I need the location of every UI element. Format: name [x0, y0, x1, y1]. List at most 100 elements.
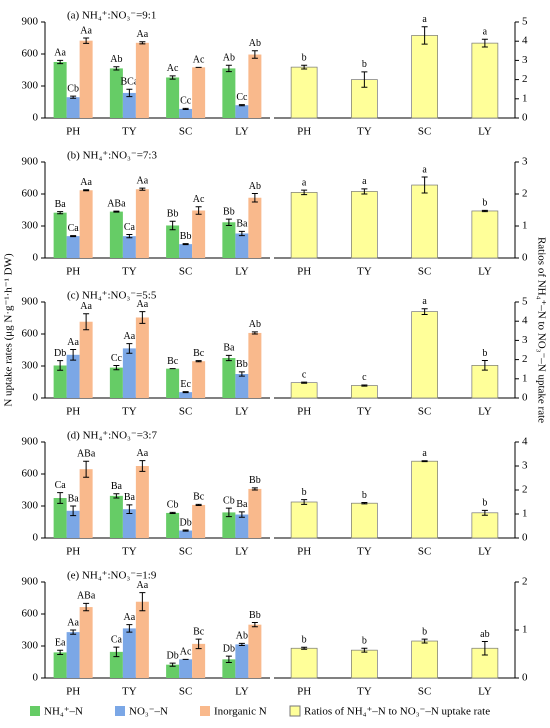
error-bar: [113, 210, 120, 213]
significance-letter: Aa: [80, 301, 92, 312]
bar: [192, 67, 206, 118]
significance-letter: Ba: [223, 343, 235, 354]
bar: [248, 624, 262, 678]
bar: [222, 512, 236, 538]
significance-letter: Aa: [137, 299, 149, 310]
bar: [122, 628, 136, 678]
bar: [411, 640, 438, 679]
bar: [222, 222, 236, 258]
error-bar: [113, 646, 120, 658]
bar: [235, 374, 249, 398]
significance-letter: b: [302, 52, 307, 63]
bar: [471, 512, 499, 539]
bar: [135, 189, 149, 258]
significance-letter: Ac: [193, 194, 205, 205]
bar: [122, 92, 136, 118]
bar: [290, 382, 318, 399]
error-bar: [139, 460, 146, 472]
significance-letter: Aa: [137, 29, 149, 40]
error-bar: [113, 66, 120, 71]
bar: [66, 632, 80, 678]
bar: [135, 601, 149, 678]
x-tick-label: SC: [418, 686, 431, 698]
x-tick-label: LY: [478, 126, 492, 138]
bar: [166, 512, 180, 538]
y2-tick-label: 4: [522, 436, 528, 448]
significance-letter: Db: [223, 643, 235, 654]
y-tick-label: 0: [33, 672, 39, 684]
error-bar: [139, 41, 146, 45]
bar: [79, 607, 93, 678]
error-bar: [139, 311, 146, 324]
bar: [109, 211, 123, 258]
significance-letter: Aa: [124, 612, 136, 623]
y2-tick-label: 1: [522, 372, 528, 384]
bar: [222, 68, 236, 118]
error-bar: [238, 104, 245, 107]
x-tick-label: LY: [235, 266, 249, 278]
significance-letter: Ab: [249, 319, 261, 330]
error-bar: [113, 364, 120, 371]
panel-title: (a) NH₄⁺:NO₃⁻=9:1: [67, 10, 156, 22]
significance-letter: Cb: [223, 495, 235, 506]
y-tick-label: 600: [22, 608, 39, 620]
y-tick-label: 0: [33, 392, 39, 404]
significance-letter: a: [483, 27, 488, 38]
bar: [248, 332, 262, 398]
significance-letter: Aa: [137, 580, 149, 591]
y-tick-label: 900: [22, 436, 39, 448]
bar: [122, 236, 136, 258]
error-bar: [70, 629, 77, 635]
error-bar: [169, 75, 176, 80]
error-bar: [238, 642, 245, 646]
error-bar: [361, 647, 368, 653]
error-bar: [57, 492, 64, 504]
y2-tick-label: 0: [522, 392, 528, 404]
significance-letter: Bc: [193, 626, 205, 637]
x-tick-label: LY: [478, 266, 492, 278]
bar: [166, 368, 180, 398]
y-tick-label: 900: [22, 156, 39, 168]
bar: [235, 105, 249, 118]
error-bar: [421, 638, 428, 644]
x-tick-label: PH: [297, 126, 311, 138]
x-tick-label: TY: [357, 266, 372, 278]
error-bar: [195, 360, 202, 363]
x-tick-label: TY: [122, 686, 137, 698]
x-tick-label: PH: [66, 546, 80, 558]
bar: [166, 77, 180, 118]
bar: [179, 108, 193, 118]
error-bar: [301, 646, 308, 650]
bar: [179, 244, 193, 258]
significance-letter: Ba: [68, 493, 80, 504]
y-tick-label: 300: [22, 360, 39, 372]
error-bar: [113, 493, 120, 499]
error-bar: [481, 38, 488, 48]
legend-swatch: [115, 706, 125, 716]
error-bar: [225, 354, 232, 362]
error-bar: [301, 381, 308, 384]
y-tick-label: 900: [22, 296, 39, 308]
x-tick-label: PH: [66, 266, 80, 278]
significance-letter: a: [422, 296, 427, 307]
y2-tick-label: 3: [522, 156, 528, 168]
significance-letter: Cc: [111, 353, 123, 364]
y2-tick-label: 4: [522, 315, 528, 327]
significance-letter: Bb: [167, 208, 179, 219]
bar: [411, 460, 438, 539]
error-bar: [169, 511, 176, 514]
significance-letter: Ac: [167, 63, 179, 74]
significance-letter: Aa: [80, 25, 92, 36]
bar: [248, 488, 262, 538]
significance-letter: Ba: [236, 499, 248, 510]
x-tick-label: SC: [179, 406, 192, 418]
y2-tick-label: 2: [522, 576, 528, 588]
error-bar: [481, 509, 488, 516]
error-bar: [83, 602, 90, 612]
significance-letter: a: [422, 164, 427, 175]
significance-letter: Ea: [55, 638, 66, 649]
y2-tick-label: 2: [522, 73, 528, 85]
y2-axis-label: Ratios of NH₄⁺–N to NO₃⁻–N uptake rate: [535, 237, 547, 423]
y-tick-label: 0: [33, 112, 39, 124]
